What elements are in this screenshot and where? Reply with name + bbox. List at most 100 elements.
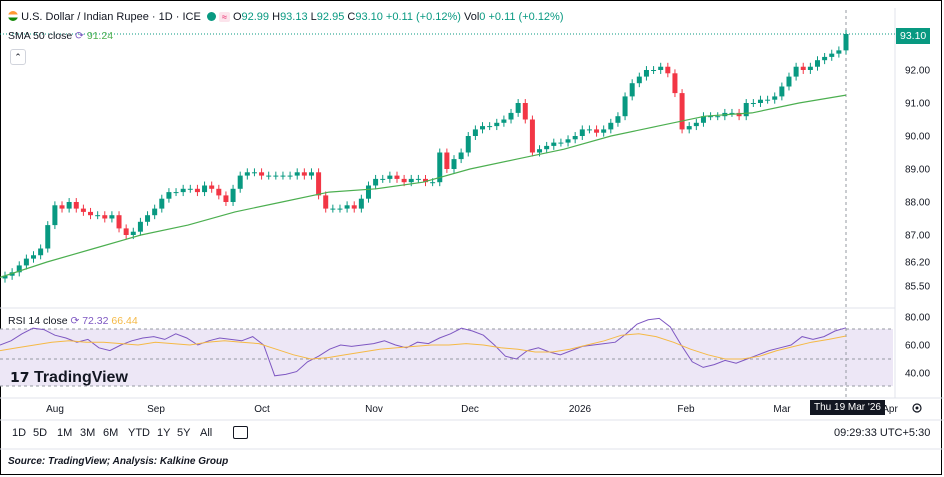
- clock[interactable]: 09:29:33 UTC+5:30: [834, 427, 931, 439]
- price-tick-label: 92.00: [905, 66, 930, 77]
- candle: [266, 175, 272, 177]
- candle: [537, 149, 543, 153]
- high-value: 93.13: [280, 11, 308, 23]
- candle: [316, 172, 322, 196]
- timeframe-1y-button[interactable]: 1Y: [157, 427, 171, 439]
- candle: [2, 275, 8, 279]
- timeframe-6m-button[interactable]: 6M: [103, 427, 119, 439]
- candle: [394, 175, 400, 179]
- rsi-label[interactable]: RSI 14 close: [8, 315, 68, 327]
- candle: [729, 112, 735, 114]
- timeframe-5d-button[interactable]: 5D: [33, 427, 48, 439]
- candle: [259, 172, 265, 176]
- timeframe-ytd-button[interactable]: YTD: [128, 427, 150, 439]
- price-tick-label: 86.20: [905, 258, 930, 269]
- gear-icon[interactable]: [912, 403, 922, 413]
- candle: [123, 228, 129, 235]
- symbol-legend: U.S. Dollar / Indian Rupee · 1D · ICE ≈ …: [8, 11, 564, 23]
- candle: [451, 159, 457, 169]
- candle: [16, 265, 22, 273]
- candle: [601, 129, 607, 133]
- candle: [572, 136, 578, 140]
- rsi-ma-value: 66.44: [111, 315, 138, 327]
- candle: [373, 178, 379, 186]
- date-range-icon[interactable]: [233, 426, 248, 439]
- candle: [38, 248, 44, 256]
- low-value: 92.95: [316, 11, 345, 23]
- candle: [415, 178, 421, 180]
- candle: [159, 198, 165, 209]
- candle: [187, 188, 193, 190]
- price-tick-label: 90.00: [905, 132, 930, 143]
- candle: [508, 112, 514, 120]
- candle: [736, 112, 742, 117]
- candle: [779, 86, 785, 97]
- candle: [145, 215, 151, 222]
- logo-text: TradingView: [33, 369, 128, 386]
- candle: [757, 99, 763, 103]
- price-tick-label: 85.50: [905, 282, 930, 293]
- tv-logo-icon: 𝟭𝟳: [10, 369, 30, 385]
- candle: [544, 145, 550, 150]
- candle: [209, 185, 215, 189]
- rsi-ma-line: [0, 333, 847, 360]
- candle: [551, 142, 557, 146]
- rsi-value: 72.32: [82, 315, 109, 327]
- close-label: C: [347, 11, 356, 23]
- rsi-refresh-icon[interactable]: ⟳: [70, 315, 80, 327]
- sma-line: [0, 94, 847, 278]
- rsi-tick-label: 40.00: [905, 369, 930, 380]
- candle: [679, 93, 685, 130]
- candle: [529, 119, 535, 153]
- candle: [708, 116, 714, 118]
- candle: [814, 60, 820, 67]
- timeframe-5y-button[interactable]: 5Y: [177, 427, 191, 439]
- candle: [786, 76, 792, 87]
- candle: [715, 116, 721, 118]
- candle: [137, 221, 143, 232]
- candle: [836, 50, 842, 54]
- high-label: H: [272, 11, 281, 23]
- timeframe-1m-button[interactable]: 1M: [57, 427, 73, 439]
- candle: [95, 215, 101, 217]
- candle: [437, 152, 443, 183]
- open-value: 92.99: [241, 11, 270, 23]
- time-tick-label: Oct: [254, 404, 270, 415]
- candle: [358, 198, 364, 209]
- timeframe-3m-button[interactable]: 3M: [80, 427, 96, 439]
- candle: [472, 129, 478, 136]
- symbol-title[interactable]: U.S. Dollar / Indian Rupee · 1D · ICE: [21, 11, 201, 23]
- collapse-legend-button[interactable]: ⌃: [10, 49, 26, 65]
- candle: [444, 152, 450, 169]
- candle: [294, 172, 300, 176]
- candle: [686, 126, 692, 130]
- refresh-icon[interactable]: ⟳: [75, 30, 84, 42]
- time-tick-label: Sep: [147, 404, 165, 415]
- status-dot-icon: [206, 12, 216, 21]
- compare-icon[interactable]: ≈: [218, 12, 230, 22]
- candle: [23, 258, 29, 266]
- candle: [173, 192, 179, 194]
- candle: [273, 175, 279, 177]
- candle: [480, 126, 486, 130]
- candle: [515, 103, 521, 113]
- candle: [73, 202, 79, 209]
- close-value: 93.10: [355, 11, 383, 23]
- time-tick-label: Nov: [365, 404, 383, 415]
- candle: [586, 129, 592, 131]
- candle: [643, 70, 649, 77]
- sma-label[interactable]: SMA 50 close: [8, 30, 73, 42]
- candle: [380, 178, 386, 180]
- candle: [216, 188, 222, 196]
- candle: [558, 142, 564, 144]
- price-tick-label: 89.00: [905, 165, 930, 176]
- rsi-band: [0, 329, 893, 386]
- candle: [80, 208, 86, 212]
- vol-value: 0: [479, 11, 486, 23]
- timeframe-all-button[interactable]: All: [200, 427, 213, 439]
- timeframe-1d-button[interactable]: 1D: [12, 427, 27, 439]
- candle: [52, 205, 58, 226]
- candle: [494, 122, 500, 127]
